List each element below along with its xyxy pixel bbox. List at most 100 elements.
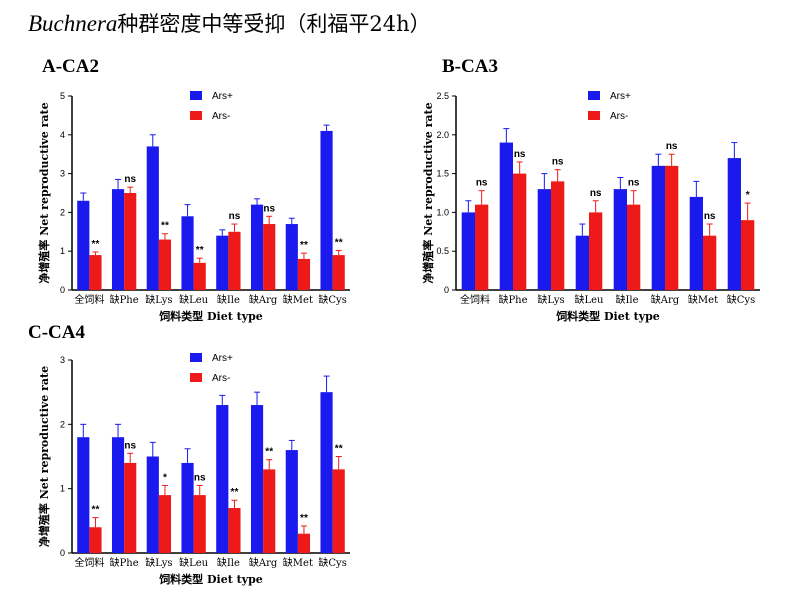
significance-label: * [163,472,167,483]
panel-label: B-CA3 [442,56,498,77]
y-tick-label: 3 [60,355,65,365]
legend-label: Ars+ [212,91,233,102]
significance-label: ns [552,157,564,168]
legend-label: Ars- [610,111,628,122]
bar [89,527,102,553]
bar [146,146,159,290]
bar [499,142,513,290]
bar [193,262,206,290]
bar [181,462,194,553]
x-tick-label: 缺Met [283,556,313,569]
bar [111,189,125,290]
bar [613,189,627,290]
legend-label: Ars+ [212,353,233,364]
bar [263,469,276,553]
x-tick-label: 全饲料 [460,293,490,306]
bar [228,231,241,290]
significance-label: ns [590,188,602,199]
significance-label: ** [265,447,273,458]
panel-label: A-CA2 [42,56,99,77]
x-tick-label: 缺Cys [318,556,346,569]
bar [124,462,137,553]
bar [89,255,102,290]
significance-label: ns [666,141,678,152]
legend-label: Ars- [212,373,230,384]
bar [320,130,333,290]
significance-label: ns [514,149,526,160]
x-tick-label: 全饲料 [74,293,104,306]
x-axis-title: 饲料类型 Diet type [158,309,263,323]
y-tick-label: 0 [60,548,65,558]
x-tick-label: 缺Arg [249,556,278,569]
y-tick-label: 4 [60,130,65,140]
legend-swatch [190,373,202,382]
x-axis-title: 饲料类型 Diet type [555,309,660,323]
bar [475,204,489,290]
bar [285,450,298,553]
y-tick-label: 1 [60,484,65,494]
x-tick-label: 缺Met [688,293,718,306]
bar [216,405,229,553]
legend-swatch [190,111,202,120]
x-tick-label: 缺Phe [110,293,139,306]
bar [77,437,90,553]
y-tick-label: 2.0 [436,130,449,140]
x-tick-label: 缺Phe [498,293,527,306]
x-tick-label: 缺Arg [249,293,278,306]
bar [285,224,298,290]
x-tick-label: 缺Cys [318,293,346,306]
chart-c-ca4: C-CA4 0 1 2 3 净增殖率 Net reproductive rate ** 全饲料… [28,322,350,586]
y-tick-label: 5 [60,91,65,101]
bar [627,204,641,290]
y-axis-title: 净增殖率 Net reproductive rate [37,102,51,283]
chart-a-ca2: A-CA2 0 1 2 3 4 5 净增殖率 Net reproductive rate ** 全… [37,56,350,323]
bar [250,204,264,290]
bar [158,239,172,290]
bar [111,437,125,553]
page-title: Buchnera种群密度中等受抑（利福平24h） [28,8,431,38]
bar [250,405,264,553]
bar [651,165,665,290]
significance-label: ** [300,240,308,251]
bar [551,181,565,290]
x-tick-label: 缺Lys [145,293,172,306]
bar [124,193,137,290]
x-tick-label: 缺Ile [615,293,638,306]
bar [665,165,679,290]
bar [263,224,276,290]
significance-label: ns [704,211,716,222]
legend-swatch [588,111,600,120]
significance-label: ** [335,237,343,248]
x-tick-label: 缺Ile [217,293,240,306]
bar [193,495,206,553]
legend-swatch [190,353,202,362]
bar [461,212,475,290]
x-axis-title: 饲料类型 Diet type [158,572,263,586]
x-tick-label: 缺Leu [575,293,605,306]
bar [297,533,311,553]
bar [332,255,345,290]
x-tick-label: 缺Cys [727,293,755,306]
bar [727,158,741,290]
y-tick-label: 2 [60,207,65,217]
significance-label: ** [196,245,204,256]
significance-label: ns [628,178,640,189]
y-tick-label: 2 [60,419,65,429]
bar [332,469,345,553]
title-italic: Buchnera [28,11,118,36]
bar [703,235,717,290]
x-tick-label: 缺Ile [217,556,240,569]
y-tick-label: 3 [60,169,65,179]
bar [146,456,159,553]
bar [297,258,311,290]
y-tick-label: 2.5 [436,91,449,101]
y-axis-title: 净增殖率 Net reproductive rate [37,366,51,547]
significance-label: ** [300,513,308,524]
bar [689,196,703,290]
significance-label: ns [194,472,206,483]
significance-label: ** [335,444,343,455]
y-tick-label: 1.5 [436,169,449,179]
significance-label: ns [124,440,136,451]
bar [77,200,90,290]
